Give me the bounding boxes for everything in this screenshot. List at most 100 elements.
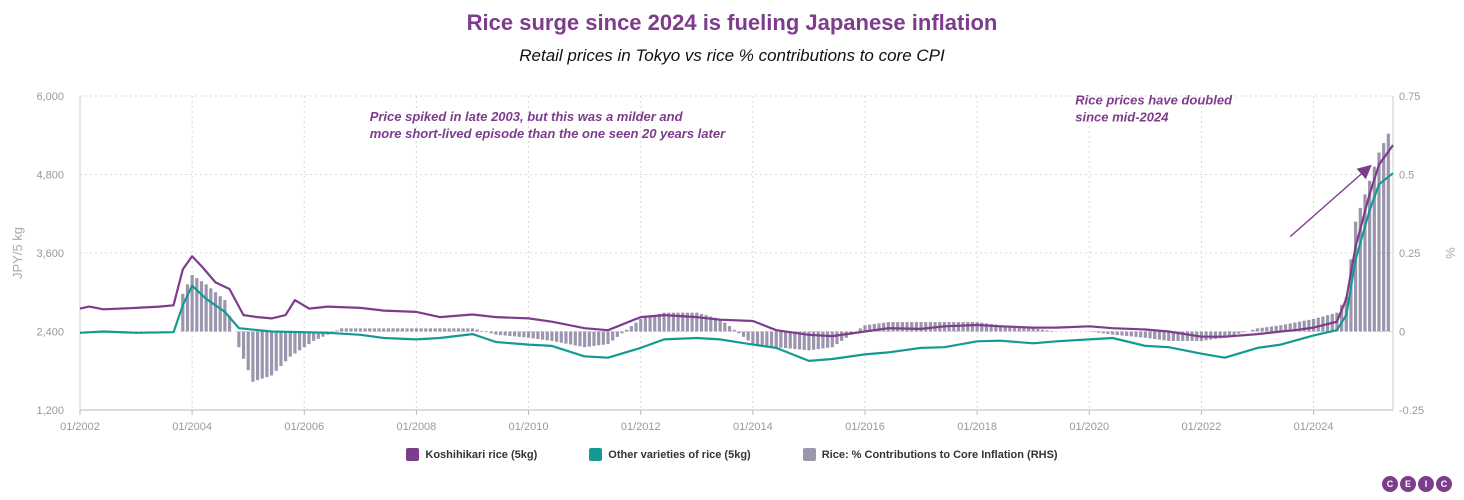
- contribution-bar: [480, 330, 484, 332]
- contribution-bar: [195, 278, 199, 332]
- contribution-bar: [643, 317, 647, 332]
- contribution-bar: [1209, 331, 1213, 340]
- contribution-bar: [550, 331, 554, 341]
- contribution-bar: [260, 331, 264, 379]
- contribution-bar: [531, 331, 535, 339]
- contribution-bar: [498, 331, 503, 336]
- contribution-bar: [1223, 331, 1227, 338]
- legend-item-contribution[interactable]: Rice: % Contributions to Core Inflation …: [802, 448, 1058, 461]
- contribution-bar: [611, 331, 615, 341]
- contribution-bar: [1097, 331, 1101, 333]
- contribution-bar: [269, 331, 274, 376]
- contribution-bar: [653, 315, 657, 332]
- contribution-bar: [704, 315, 708, 332]
- contribution-bar: [905, 322, 909, 332]
- contribution-bar: [774, 331, 778, 348]
- contribution-bar: [821, 331, 825, 349]
- contribution-bar: [1003, 325, 1007, 332]
- contribution-bar: [718, 318, 722, 332]
- contribution-bar: [414, 328, 419, 332]
- contribution-bar: [1101, 331, 1105, 334]
- contribution-bar: [1274, 325, 1278, 332]
- contribution-bar: [1026, 327, 1031, 332]
- contribution-bar: [1279, 325, 1283, 332]
- contribution-bar: [1288, 323, 1292, 332]
- contribution-bar: [442, 328, 447, 332]
- contribution-bar: [1251, 329, 1255, 332]
- contribution-bar: [1012, 326, 1017, 332]
- contribution-bar: [1153, 331, 1157, 340]
- contribution-bar: [1008, 326, 1012, 332]
- contribution-bar: [438, 328, 442, 332]
- contribution-bar: [470, 328, 475, 332]
- contribution-bar: [484, 331, 489, 333]
- y2-tick-label: 0.25: [1399, 248, 1420, 260]
- contribution-bar: [667, 312, 671, 332]
- contribution-bar: [255, 331, 260, 381]
- contribution-bar: [298, 331, 302, 351]
- contribution-bar: [578, 331, 582, 347]
- contribution-bar: [213, 292, 218, 332]
- contribution-bar: [634, 322, 638, 332]
- contribution-bar: [344, 328, 348, 332]
- legend-item-other-rice[interactable]: Other varieties of rice (5kg): [589, 448, 751, 461]
- contribution-bar: [662, 312, 666, 332]
- contribution-bar: [335, 330, 339, 332]
- contribution-bar: [372, 328, 376, 332]
- contribution-bar: [204, 284, 208, 332]
- x-tick-label: 01/2016: [845, 421, 885, 433]
- contribution-bar: [419, 328, 423, 332]
- contribution-bar: [639, 318, 643, 332]
- annotation-arrow: [1289, 164, 1372, 238]
- legend-swatch-contribution: [802, 448, 816, 461]
- contribution-bar: [405, 328, 409, 332]
- contribution-bar: [793, 331, 797, 349]
- contribution-bar: [980, 322, 984, 332]
- x-tick-label: 01/2018: [957, 421, 997, 433]
- x-tick-label: 01/2004: [172, 421, 212, 433]
- contribution-bar: [975, 322, 979, 332]
- contribution-bar: [363, 328, 367, 332]
- legend-item-koshihikari[interactable]: Koshihikari rice (5kg): [406, 448, 537, 461]
- logo-letter: E: [1400, 476, 1416, 492]
- logo-letter: C: [1382, 476, 1398, 492]
- contribution-bar: [970, 322, 975, 332]
- contribution-bar: [1134, 331, 1138, 337]
- contribution-bar: [522, 331, 526, 338]
- contribution-bar: [1321, 316, 1325, 332]
- y-tick-label: 4,800: [36, 170, 64, 182]
- contribution-bar: [802, 331, 806, 350]
- contribution-bar: [727, 326, 732, 332]
- contribution-bar: [475, 329, 479, 332]
- contribution-bar: [1050, 330, 1054, 332]
- legend-label-koshihikari: Koshihikari rice (5kg): [425, 448, 538, 461]
- contribution-bar: [452, 328, 456, 332]
- contribution-bar: [349, 328, 353, 332]
- y2-tick-label: 0: [1399, 327, 1405, 339]
- x-tick-label: 01/2014: [733, 421, 773, 433]
- contribution-bar: [840, 331, 844, 341]
- contribution-bar: [709, 316, 713, 332]
- contribution-bar: [830, 331, 834, 348]
- contribution-bar: [961, 322, 965, 332]
- contribution-bar: [302, 331, 306, 348]
- contribution-bar: [713, 317, 718, 332]
- contribution-bar: [1316, 317, 1320, 332]
- contribution-bar: [587, 331, 591, 347]
- x-tick-label: 01/2022: [1182, 421, 1222, 433]
- contribution-bar: [354, 328, 358, 332]
- y2-tick-label: 0.5: [1399, 170, 1414, 182]
- contribution-bar: [1218, 331, 1222, 339]
- contribution-bar: [1302, 320, 1306, 332]
- annotation-text: since mid-2024: [1075, 110, 1169, 125]
- contribution-bar: [592, 331, 596, 346]
- contribution-bar: [241, 331, 246, 359]
- contribution-bar: [1139, 331, 1143, 338]
- contribution-bar: [447, 328, 451, 332]
- contribution-bar: [564, 331, 568, 344]
- contribution-bar: [1372, 166, 1376, 332]
- contribution-bar: [1307, 319, 1311, 332]
- contribution-bar: [807, 331, 811, 351]
- contribution-bar: [382, 328, 386, 332]
